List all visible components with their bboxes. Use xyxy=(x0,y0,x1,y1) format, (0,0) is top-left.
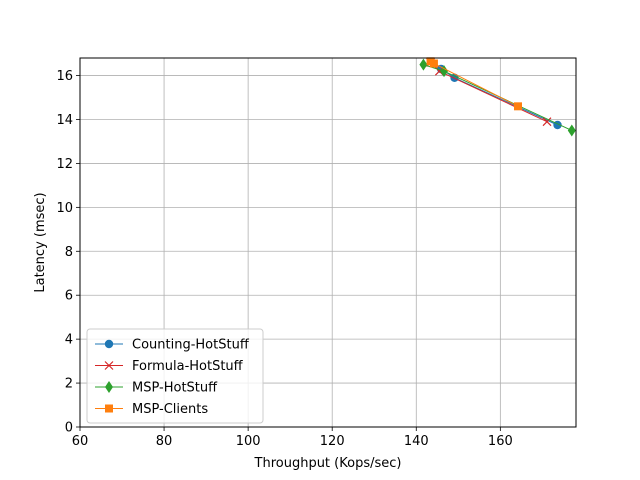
legend-entry: MSP-Clients xyxy=(95,402,208,417)
y-tick-label: 6 xyxy=(65,289,73,304)
x-tick-label: 80 xyxy=(156,434,173,449)
legend-marker xyxy=(105,404,113,413)
y-tick-label: 8 xyxy=(65,245,73,260)
plot-frame xyxy=(79,57,577,428)
legend-marker xyxy=(104,339,114,349)
data-point xyxy=(440,65,449,78)
y-tick-label: 2 xyxy=(65,377,73,392)
y-tick-label: 14 xyxy=(56,113,73,128)
legend-label: Formula-HotStuff xyxy=(132,359,244,374)
data-point xyxy=(513,102,522,111)
y-tick-label: 12 xyxy=(56,157,73,172)
x-tick-label: 160 xyxy=(488,434,513,449)
x-tick-label: 140 xyxy=(404,434,429,449)
legend-entry: Formula-HotStuff xyxy=(95,359,244,374)
legend-box xyxy=(86,328,264,424)
legend: Counting-HotStuff Formula-HotStuff MSP-Hot… xyxy=(86,328,264,424)
series-layer xyxy=(419,57,576,137)
legend-label: MSP-Clients xyxy=(132,402,208,417)
y-tick-label: 0 xyxy=(65,421,73,436)
legend-marker xyxy=(105,381,113,393)
y-axis-label: Latency (msec) xyxy=(33,192,48,292)
legend-entry: Counting-HotStuff xyxy=(95,338,250,353)
data-point xyxy=(419,58,428,71)
y-tick-label: 4 xyxy=(65,333,73,348)
legend-label: MSP-HotStuff xyxy=(132,381,218,396)
legend-marker xyxy=(104,361,114,370)
series-msp-clients xyxy=(426,57,522,111)
legend-entry: MSP-HotStuff xyxy=(95,381,218,396)
x-axis-label: Throughput (Kops/sec) xyxy=(254,456,402,471)
data-point xyxy=(429,59,438,68)
x-tick-label: 120 xyxy=(320,434,345,449)
data-point xyxy=(542,117,552,127)
y-tick-label: 16 xyxy=(56,69,73,84)
data-point xyxy=(567,124,576,137)
y-tick-label: 10 xyxy=(56,201,73,216)
legend-label: Counting-HotStuff xyxy=(132,338,250,353)
x-tick-label: 60 xyxy=(72,434,89,449)
x-tick-label: 100 xyxy=(236,434,261,449)
ticks: 60 80 100 120 140 160 0 2 4 6 8 10 12 14 16 xyxy=(56,69,512,449)
